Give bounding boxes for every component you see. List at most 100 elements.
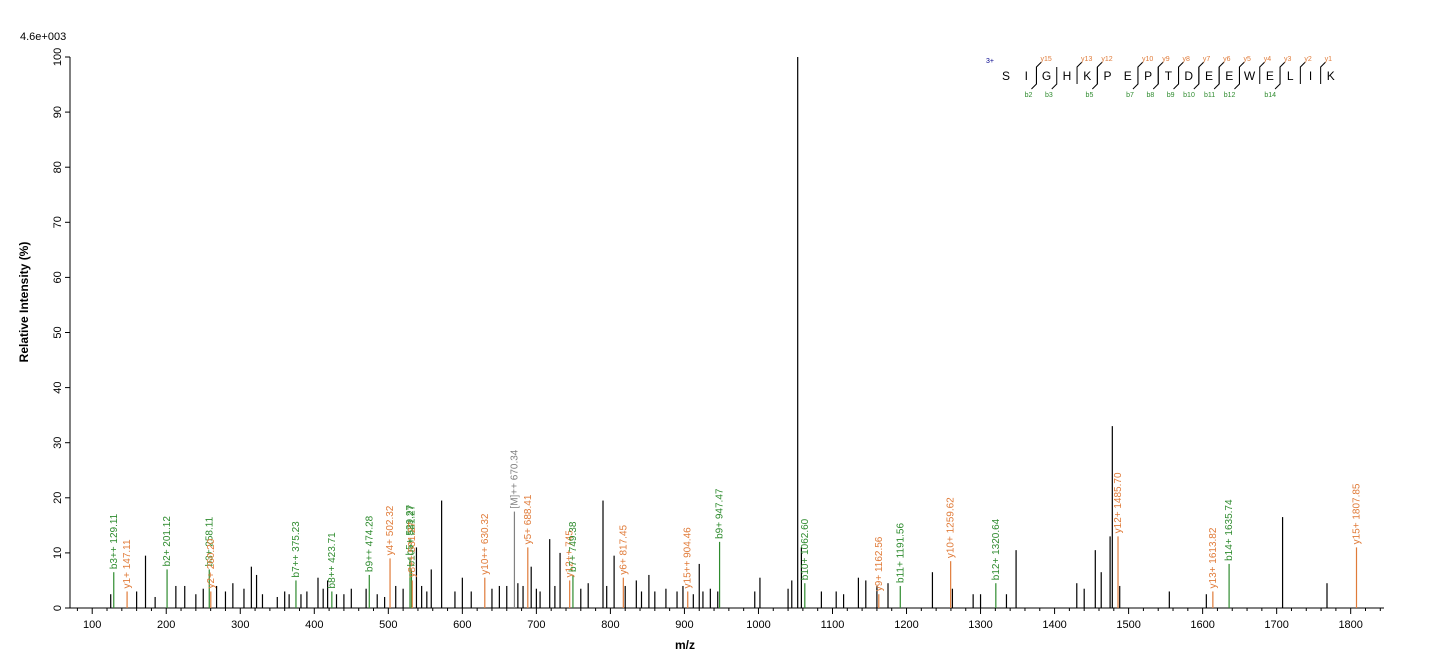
y-tick-label: 100 <box>52 48 64 66</box>
y-ion-label: y10 <box>1142 56 1153 63</box>
x-tick-label: 1600 <box>1190 619 1214 631</box>
y-ion-label: y5 <box>1243 56 1251 63</box>
peak-label: y10++ 630.32 <box>480 513 491 575</box>
sequence-residue: D <box>1184 69 1193 83</box>
b-ion-bracket <box>1091 67 1098 90</box>
y-ion-bracket <box>1076 61 1083 84</box>
x-tick-label: 1200 <box>894 619 918 631</box>
b-ion-bracket <box>1132 67 1139 90</box>
b-ion-label: b12 <box>1224 92 1236 99</box>
peak-label: y15++ 904.46 <box>683 527 694 589</box>
x-axis-title: m/z <box>675 638 695 652</box>
y-ion-label: y3 <box>1284 56 1292 63</box>
y-tick-label: 50 <box>52 326 64 338</box>
b-ion-label: b5 <box>1086 92 1094 99</box>
b-ion-label: b8 <box>1146 92 1154 99</box>
peak-labels: b3++ 129.11 y1+ 147.11 b2+ 201.12 b3+ 258.1… <box>109 449 1363 591</box>
peak-label: y12+ 1485.70 <box>1113 472 1124 533</box>
b-ion-label: b9 <box>1167 92 1175 99</box>
y-ion-label: y2 <box>1304 56 1312 63</box>
sequence-residue: S <box>1002 69 1010 83</box>
peak-label: b8++ 423.71 <box>327 532 338 589</box>
sequence-residue: E <box>1266 69 1274 83</box>
peak-label: y13+ 1613.82 <box>1208 527 1219 588</box>
spectrum-peaks <box>110 57 1358 608</box>
peak-label: b10++ 531.27 <box>406 504 417 566</box>
peak-label: y6+ 817.45 <box>618 524 629 574</box>
sequence-residue: L <box>1287 69 1294 83</box>
sequence-residue: I <box>1309 69 1312 83</box>
y-ion-bracket <box>1218 61 1225 84</box>
y-tick-label: 40 <box>52 381 64 393</box>
peak-label: b10+ 1062.60 <box>800 518 811 580</box>
y-tick-label: 70 <box>52 216 64 228</box>
peak-label: b9+ 947.47 <box>715 488 726 539</box>
b-ion-label: b7 <box>1126 92 1134 99</box>
y-tick-label: 20 <box>52 492 64 504</box>
peak-label: y1+ 147.11 <box>122 539 133 588</box>
x-tick-label: 1000 <box>746 619 770 631</box>
y-ion-bracket <box>1299 61 1306 84</box>
b-ion-bracket <box>1173 67 1180 90</box>
y-ion-bracket <box>1178 61 1184 84</box>
y-ion-label: y12 <box>1101 56 1112 63</box>
b-ion-bracket <box>1031 67 1037 90</box>
x-tick-label: 500 <box>379 619 397 631</box>
sequence-residue: K <box>1327 69 1335 83</box>
x-tick-label: 1700 <box>1264 619 1288 631</box>
sequence-residue: H <box>1063 69 1072 83</box>
b-ion-bracket <box>1152 67 1159 90</box>
peak-label: b3+ 258.11 <box>204 516 215 566</box>
axes: 0 10 20 30 40 50 60 70 80 90 100 100 200 300 400 500 600… <box>52 48 1384 631</box>
x-tick-label: 1500 <box>1116 619 1140 631</box>
y-tick-label: 30 <box>52 437 64 449</box>
sequence-residue: E <box>1124 69 1132 83</box>
peak-label: y5+ 688.41 <box>523 494 534 544</box>
y-ion-bracket <box>1035 61 1042 84</box>
y-ion-label: y9 <box>1162 56 1170 63</box>
peak-label: b7++ 375.23 <box>291 521 302 578</box>
y-ion-bracket <box>1198 61 1205 84</box>
sequence-residue: E <box>1225 69 1233 83</box>
peak-label: b5+ 529.27 <box>405 505 416 556</box>
y-ion-label: y7 <box>1203 56 1211 63</box>
x-tick-label: 600 <box>453 619 471 631</box>
peak-label: b7+ 749.38 <box>568 521 579 572</box>
x-tick-label: 700 <box>527 619 545 631</box>
peak-label: [M]++ 670.34 <box>509 449 520 508</box>
sequence-residue: K <box>1083 69 1091 83</box>
b-ion-label: b10 <box>1183 92 1195 99</box>
b-ion-label: b14 <box>1264 92 1276 99</box>
y-ion-label: y8 <box>1183 56 1191 63</box>
y-ion-bracket <box>1279 61 1286 84</box>
peak-label: b9++ 474.28 <box>364 515 375 572</box>
x-tick-label: 800 <box>601 619 619 631</box>
sequence-residue: P <box>1103 69 1111 83</box>
x-tick-label: 300 <box>231 619 249 631</box>
y-tick-label: 60 <box>52 271 64 283</box>
sequence-residue: E <box>1205 69 1213 83</box>
peak-label: y8++ 531.27 <box>407 521 418 577</box>
y-tick-label: 90 <box>52 106 64 118</box>
y-ion-bracket <box>1320 61 1327 84</box>
intensity-scale-label: 4.6e+003 <box>20 31 66 43</box>
x-tick-label: 100 <box>83 619 101 631</box>
x-tick-label: 900 <box>675 619 693 631</box>
peak-label: y12++ 745 <box>565 530 576 578</box>
sequence-residue: T <box>1165 69 1173 83</box>
b-ion-bracket <box>1274 67 1281 90</box>
x-tick-label: 1100 <box>821 619 845 631</box>
y-ion-bracket <box>1137 61 1144 84</box>
y-tick-label: 80 <box>52 161 64 173</box>
sequence-residue: P <box>1144 69 1152 83</box>
y-tick-label: 10 <box>52 547 64 559</box>
x-tick-label: 200 <box>157 619 175 631</box>
charge-state: 3+ <box>986 58 994 65</box>
x-tick-label: 1400 <box>1042 619 1066 631</box>
y-ion-bracket <box>1096 61 1103 84</box>
peak-label: b3++ 129.11 <box>109 513 120 569</box>
y-ion-bracket <box>1157 61 1164 84</box>
sequence-residue: W <box>1244 69 1256 83</box>
b-ion-bracket <box>1193 67 1200 90</box>
